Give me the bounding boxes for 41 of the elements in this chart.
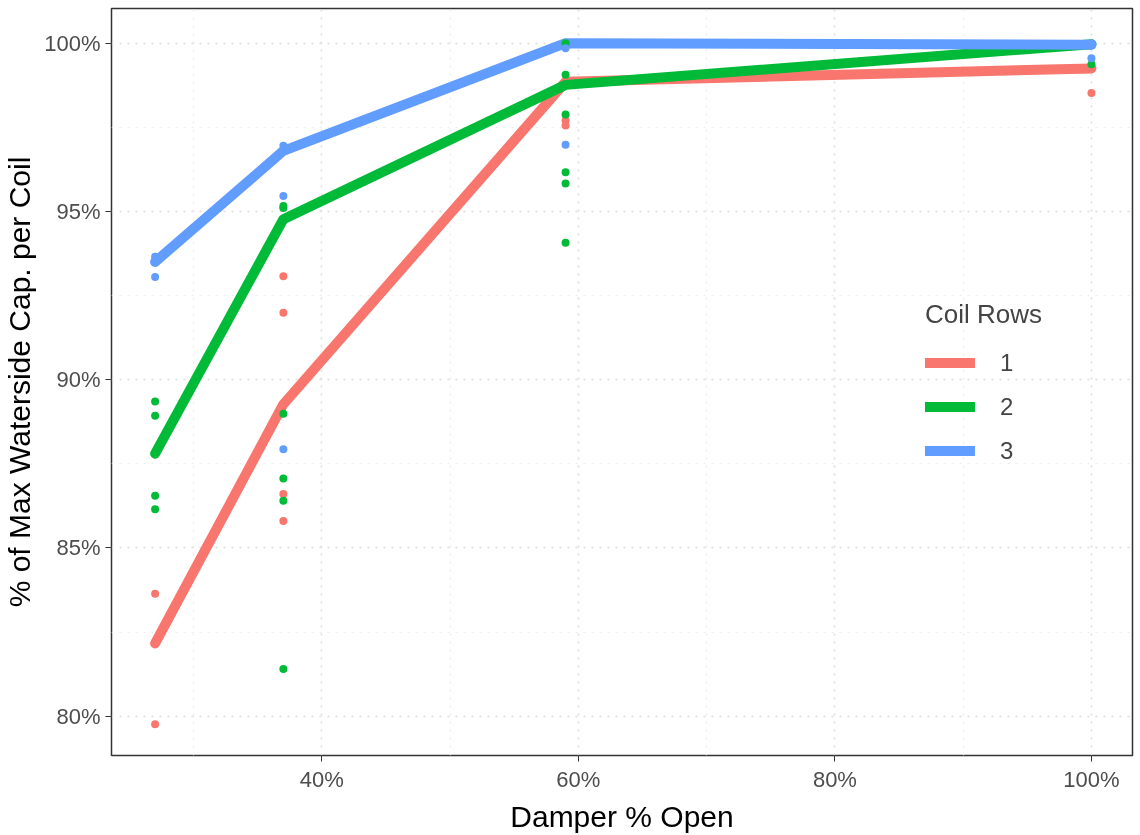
point <box>561 179 570 188</box>
x-axis-title: Damper % Open <box>510 799 734 833</box>
point <box>561 110 570 119</box>
point <box>561 44 570 53</box>
point <box>151 505 160 514</box>
y-axis-title: % of Max Waterside Cap. per Coil <box>3 156 37 608</box>
x-tick-label: 100% <box>1063 766 1120 792</box>
point <box>279 516 288 525</box>
point <box>1087 88 1096 97</box>
y-tick-label: 80% <box>56 703 101 729</box>
point <box>279 409 288 418</box>
point <box>279 191 288 200</box>
point <box>279 496 288 505</box>
x-tick-label: 60% <box>556 766 601 792</box>
point <box>151 273 160 282</box>
point <box>151 491 160 500</box>
point <box>561 238 570 247</box>
legend-label: 2 <box>999 392 1015 420</box>
point <box>279 490 288 499</box>
point <box>151 411 160 420</box>
point <box>279 445 288 454</box>
y-tick-label: 100% <box>44 30 101 56</box>
point <box>151 397 160 406</box>
point <box>561 168 570 177</box>
point <box>561 70 570 79</box>
legend-title: Coil Rows <box>924 298 1042 329</box>
point <box>151 720 160 729</box>
y-tick-label: 85% <box>56 535 101 561</box>
point <box>1087 54 1096 63</box>
point <box>279 665 288 674</box>
point <box>151 589 160 598</box>
y-tick-label: 95% <box>56 198 101 224</box>
point <box>279 272 288 281</box>
point <box>561 140 570 149</box>
legend-label: 1 <box>999 348 1015 376</box>
point <box>279 474 288 483</box>
x-tick-label: 40% <box>299 766 344 792</box>
legend-label: 3 <box>999 436 1015 464</box>
y-tick-label: 90% <box>56 367 101 393</box>
point <box>279 308 288 317</box>
x-tick-label: 80% <box>812 766 857 792</box>
